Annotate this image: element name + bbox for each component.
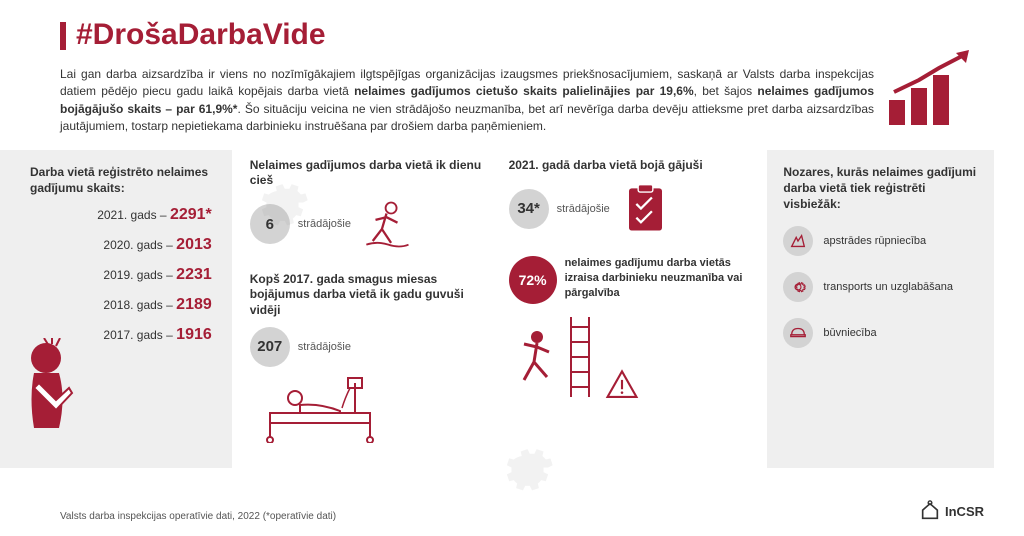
- stat-value-circle: 207: [250, 327, 290, 367]
- hospital-bed-icon: [250, 373, 390, 443]
- house-icon: [919, 500, 941, 522]
- industry-row: apstrādes rūpniecība: [783, 226, 978, 256]
- industry-row: transports un uzglabāšana: [783, 272, 978, 302]
- intro-bold: nelaimes gadījumos cietušo skaits paliel…: [354, 84, 694, 98]
- stat-title: 2021. gadā darba vietā bojā gājuši: [509, 158, 750, 174]
- industry-label: apstrādes rūpniecība: [823, 235, 926, 247]
- clipboard-icon: [618, 181, 673, 236]
- year-row: 2018. gads – 2189: [30, 296, 212, 314]
- page-title: #DrošaDarbaVide: [76, 18, 326, 52]
- logo-text: InCSR: [945, 504, 984, 519]
- warning-icon: [605, 368, 639, 402]
- industry-label: transports un uzglabāšana: [823, 281, 953, 293]
- construction-icon: [783, 318, 813, 348]
- stat-value-circle: 72%: [509, 256, 557, 304]
- top-industries-panel: Nozares, kurās nelaimes gadījumi darba v…: [767, 150, 994, 468]
- year-row: 2019. gads – 2231: [30, 266, 212, 284]
- manufacturing-icon: [783, 226, 813, 256]
- intro-text: , bet šajos: [694, 84, 758, 98]
- fall-ladder-icon: [509, 312, 599, 402]
- panel-title: Nozares, kurās nelaimes gadījumi darba v…: [783, 164, 978, 213]
- slip-icon: [359, 197, 414, 252]
- stat-text: nelaimes gadījumu darba vietās izraisa d…: [565, 256, 750, 301]
- gear-bg-icon: [500, 440, 555, 495]
- industry-row: būvniecība: [783, 318, 978, 348]
- transport-icon: [783, 272, 813, 302]
- intro-paragraph: Lai gan darba aizsardzība ir viens no no…: [0, 60, 1024, 150]
- accent-bar: [60, 22, 66, 50]
- stat-label: strādājošie: [298, 341, 351, 353]
- panel-title: Darba vietā reģistrēto nelaimes gadījumu…: [30, 164, 216, 196]
- fatality-stats-column: 2021. gadā darba vietā bojā gājuši 34* s…: [509, 150, 750, 468]
- accidents-by-year-panel: Darba vietā reģistrēto nelaimes gadījumu…: [0, 150, 232, 468]
- growth-chart-icon: [884, 50, 984, 130]
- injured-worker-icon: [14, 338, 94, 448]
- incsr-logo: InCSR: [919, 500, 984, 522]
- gear-bg-icon: [255, 175, 310, 230]
- footnote: Valsts darba inspekcijas operatīvie dati…: [60, 511, 336, 522]
- stat-value-circle: 34*: [509, 189, 549, 229]
- year-row: 2021. gads – 2291*: [30, 206, 212, 224]
- stat-label: strādājošie: [557, 203, 610, 215]
- industry-label: būvniecība: [823, 327, 876, 339]
- stat-title: Kopš 2017. gada smagus miesas bojājumus …: [250, 272, 491, 319]
- year-row: 2020. gads – 2013: [30, 236, 212, 254]
